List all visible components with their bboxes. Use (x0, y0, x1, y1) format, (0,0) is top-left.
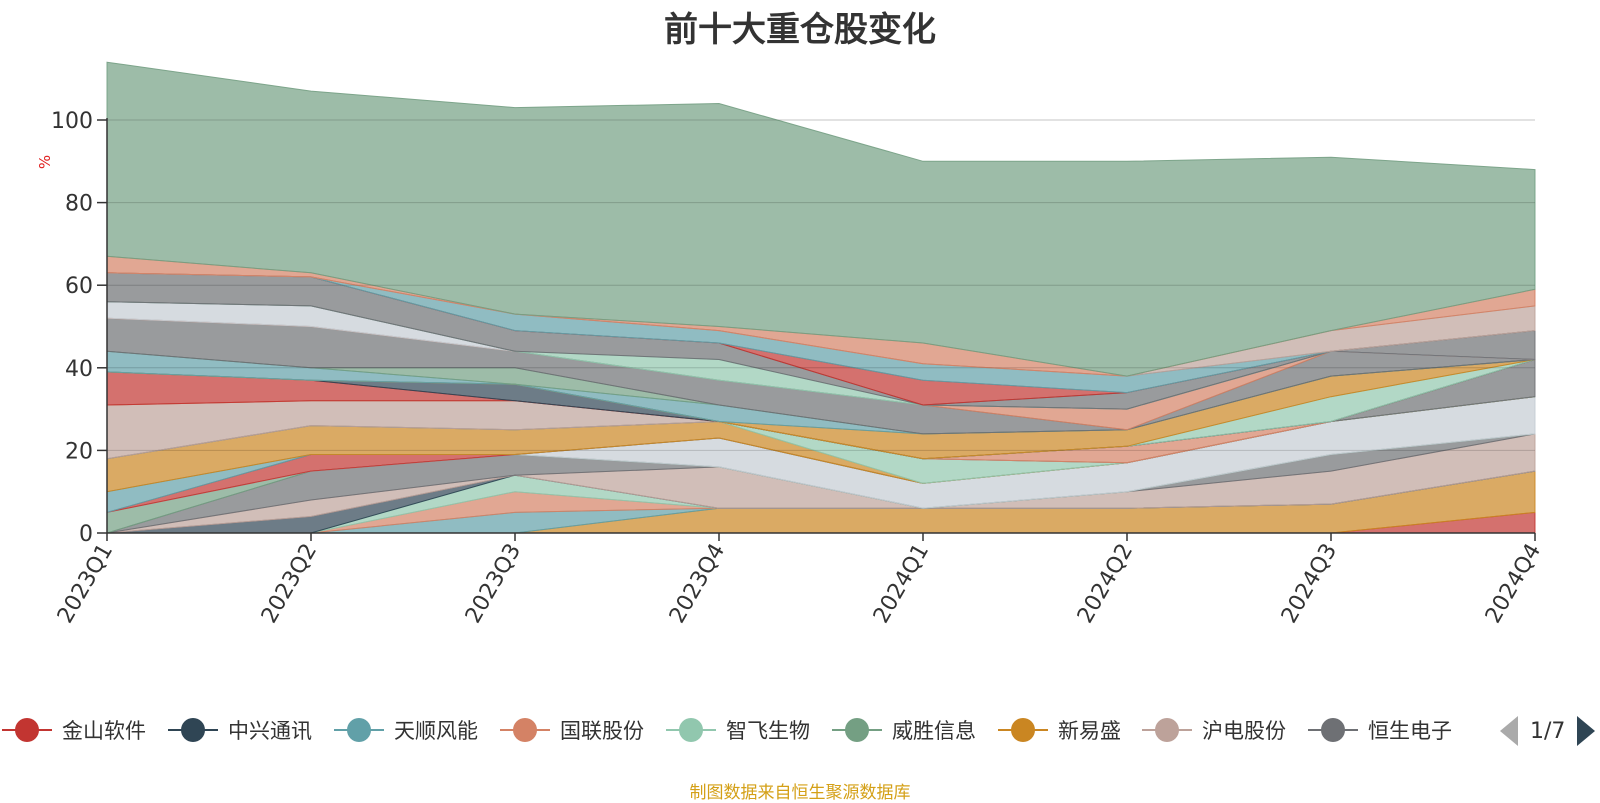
legend-label: 新易盛 (1058, 719, 1121, 743)
legend-label: 沪电股份 (1202, 719, 1286, 743)
legend-item[interactable]: 威胜信息 (832, 712, 976, 748)
legend: 金山软件 中兴通讯 天顺风能 国联股份 智飞生物 威胜信息 新易盛 沪电股份 恒生电子 (0, 712, 1600, 748)
legend-label: 智飞生物 (726, 719, 810, 743)
legend-label: 中兴通讯 (228, 719, 312, 743)
y-tick-label: 20 (65, 439, 93, 464)
legend-item[interactable]: 恒生电子 (1308, 712, 1452, 748)
x-tick-label: 2024Q4 (1481, 540, 1546, 628)
legend-marker-icon (666, 718, 716, 742)
legend-marker-icon (2, 718, 52, 742)
legend-marker-icon (998, 718, 1048, 742)
y-tick-label: 60 (65, 274, 93, 299)
legend-item[interactable]: 金山软件 (2, 712, 146, 748)
legend-label: 国联股份 (560, 719, 644, 743)
y-axis-label: % (36, 155, 54, 169)
legend-marker-icon (334, 718, 384, 742)
legend-page-indicator: 1/7 (1530, 718, 1566, 744)
legend-item[interactable]: 智飞生物 (666, 712, 810, 748)
legend-item[interactable]: 沪电股份 (1142, 712, 1286, 748)
legend-item[interactable]: 新易盛 (998, 712, 1121, 748)
x-tick-label: 2023Q1 (53, 540, 118, 628)
x-tick-label: 2024Q3 (1277, 540, 1342, 628)
y-tick-label: 100 (51, 109, 93, 134)
area-series (106, 61, 1536, 377)
legend-item[interactable]: 中兴通讯 (168, 712, 312, 748)
x-tick-label: 2024Q2 (1073, 540, 1138, 628)
y-tick-label: 0 (79, 522, 93, 547)
x-tick-label: 2023Q4 (665, 540, 730, 628)
legend-prev-page-button[interactable] (1500, 716, 1518, 746)
legend-marker-icon (1308, 718, 1358, 742)
legend-label: 金山软件 (62, 719, 146, 743)
legend-label: 天顺风能 (394, 719, 478, 743)
area-chart: 0 20 40 60 80 100% 2023Q1 2023Q2 2023Q3 2023Q4 202… (36, 61, 1546, 628)
legend-item[interactable]: 国联股份 (500, 712, 644, 748)
legend-marker-icon (500, 718, 550, 742)
legend-pager: 1/7 (1500, 715, 1596, 747)
chart-title: 前十大重仓股变化 (664, 10, 936, 50)
x-tick-label: 2023Q3 (461, 540, 526, 628)
legend-item[interactable]: 天顺风能 (334, 712, 478, 748)
source-note: 制图数据来自恒生聚源数据库 (689, 783, 911, 803)
legend-label: 威胜信息 (892, 719, 976, 743)
y-tick-label: 80 (65, 192, 93, 217)
legend-marker-icon (832, 718, 882, 742)
x-tick-label: 2024Q1 (869, 540, 934, 628)
legend-next-page-button[interactable] (1577, 716, 1596, 746)
legend-marker-icon (1142, 718, 1192, 742)
y-tick-label: 40 (65, 357, 93, 382)
legend-label: 恒生电子 (1368, 719, 1452, 743)
legend-items: 金山软件 中兴通讯 天顺风能 国联股份 智飞生物 威胜信息 新易盛 沪电股份 恒生电子 (0, 712, 1482, 748)
legend-marker-icon (168, 718, 218, 742)
x-tick-label: 2023Q2 (257, 540, 322, 628)
